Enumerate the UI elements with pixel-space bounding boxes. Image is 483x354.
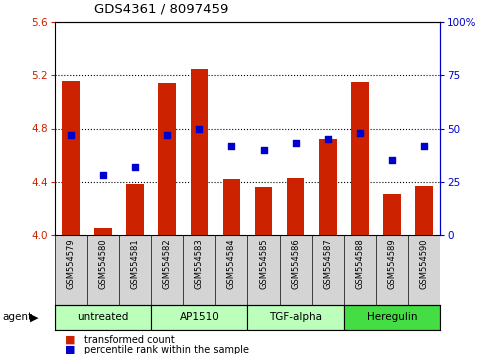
Text: agent: agent [2,313,32,322]
Text: untreated: untreated [77,313,129,322]
Text: GSM554586: GSM554586 [291,239,300,289]
Point [227,143,235,148]
Bar [158,83,176,235]
Bar [94,228,112,235]
Text: GSM554579: GSM554579 [67,239,75,289]
Text: ■: ■ [65,345,75,354]
Bar [287,178,304,235]
Text: percentile rank within the sample: percentile rank within the sample [84,345,249,354]
Point [67,132,75,138]
Point [388,158,396,163]
Bar [383,194,401,235]
Point [163,132,171,138]
Bar [223,179,240,235]
Point [131,164,139,170]
Point [420,143,428,148]
Bar [319,139,337,235]
Bar [151,305,247,330]
Point [260,147,268,153]
Bar [247,305,344,330]
Text: AP1510: AP1510 [180,313,219,322]
Text: GDS4361 / 8097459: GDS4361 / 8097459 [94,3,228,16]
Text: GSM554588: GSM554588 [355,239,364,289]
Bar [351,82,369,235]
Text: GSM554585: GSM554585 [259,239,268,289]
Bar [415,186,433,235]
Text: GSM554587: GSM554587 [323,239,332,289]
Text: GSM554583: GSM554583 [195,239,204,289]
Point [99,172,107,178]
Text: TGF-alpha: TGF-alpha [269,313,322,322]
Bar [191,69,208,235]
Bar [62,81,80,235]
Text: ■: ■ [65,335,75,345]
Bar [55,305,151,330]
Text: GSM554590: GSM554590 [419,239,428,289]
Bar [255,187,272,235]
Text: GSM554580: GSM554580 [99,239,108,289]
Text: GSM554589: GSM554589 [387,239,397,289]
Point [324,136,331,142]
Point [292,141,299,146]
Text: ▶: ▶ [30,313,39,322]
Text: GSM554582: GSM554582 [163,239,172,289]
Point [356,130,364,136]
Text: GSM554581: GSM554581 [131,239,140,289]
Text: Heregulin: Heregulin [367,313,417,322]
Bar [344,305,440,330]
Point [196,126,203,131]
Text: transformed count: transformed count [84,335,175,345]
Bar [127,184,144,235]
Text: GSM554584: GSM554584 [227,239,236,289]
